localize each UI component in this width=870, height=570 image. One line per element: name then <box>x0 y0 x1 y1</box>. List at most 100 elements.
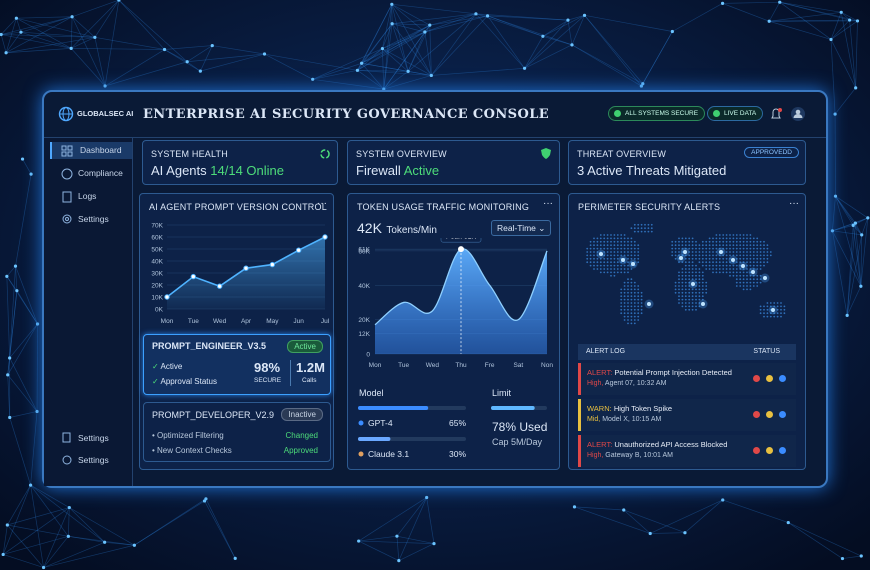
network-line <box>20 31 72 49</box>
map-dot <box>691 254 694 257</box>
map-dot <box>698 278 701 281</box>
map-dot <box>586 257 589 260</box>
map-dot <box>691 247 694 250</box>
map-dot <box>674 240 677 243</box>
network-line <box>104 61 188 87</box>
map-dot <box>718 244 721 247</box>
map-dot <box>623 288 626 291</box>
brand: GLOBALSEC AI <box>77 109 134 118</box>
map-dot <box>739 257 742 260</box>
network-node <box>582 13 587 17</box>
map-dot <box>732 244 735 247</box>
nav-item[interactable]: Logs <box>78 191 97 201</box>
map-dot <box>620 288 623 291</box>
network-line <box>7 507 70 526</box>
menu[interactable]: ··· <box>789 198 799 209</box>
alert-row[interactable]: ALERT: Potential Prompt Injection Detect… <box>578 363 796 395</box>
network-line <box>650 532 685 534</box>
network-node <box>66 534 70 538</box>
header-icons[interactable] <box>768 106 808 122</box>
network-line <box>574 506 651 534</box>
map-dot <box>746 254 748 257</box>
network-line <box>855 217 868 224</box>
network-line <box>834 87 856 115</box>
map-dot <box>756 281 759 284</box>
map-dot <box>684 308 687 311</box>
network-line <box>391 3 430 26</box>
map-dot <box>695 268 697 270</box>
nav-item[interactable]: Settings <box>78 214 109 224</box>
network-line <box>358 540 435 544</box>
network-line <box>357 31 426 71</box>
map-dot <box>735 261 738 264</box>
nav-item[interactable]: Compliance <box>78 168 123 178</box>
network-line <box>835 196 862 287</box>
map-dot <box>623 247 626 250</box>
network-node <box>117 0 121 2</box>
network-line <box>1 16 73 35</box>
network-node <box>423 30 427 34</box>
map-dot <box>691 308 694 311</box>
network-line <box>524 44 573 69</box>
map-dot <box>610 264 612 267</box>
map-dot <box>691 257 694 260</box>
network-line <box>391 4 426 33</box>
map-dot <box>616 234 619 236</box>
network-line <box>358 535 397 542</box>
map-dot <box>593 257 595 260</box>
map-dot <box>603 234 606 236</box>
map-dot <box>623 237 626 240</box>
network-line <box>788 522 862 557</box>
menu[interactable]: ··· <box>543 198 553 209</box>
menu[interactable]: ··· <box>317 198 327 209</box>
map-dot <box>678 274 680 277</box>
map-dot <box>684 268 687 270</box>
network-line <box>475 13 543 37</box>
map-dot <box>688 261 691 264</box>
network-node <box>0 32 3 37</box>
map-dot <box>712 257 714 260</box>
map-dot <box>627 308 629 311</box>
x-tick-label: Wed <box>213 318 227 325</box>
x-tick-label: Fre <box>485 362 495 369</box>
network-line <box>16 18 22 33</box>
network-line <box>832 225 854 232</box>
map-dot <box>715 268 718 270</box>
network-line <box>830 20 858 40</box>
map-dot <box>756 268 759 270</box>
map-dot <box>599 271 602 274</box>
stat-label: SECURE <box>254 377 282 384</box>
map-dot <box>620 237 623 240</box>
network-line <box>846 286 862 316</box>
map-dot <box>589 251 592 253</box>
nav-item[interactable]: Settings <box>78 433 109 443</box>
network-line <box>1 34 72 49</box>
network-line <box>524 36 544 69</box>
map-dot <box>701 257 704 260</box>
network-line <box>9 266 16 358</box>
nav-item[interactable]: Settings <box>78 455 109 465</box>
map-dot <box>739 251 742 253</box>
network-node <box>428 23 432 27</box>
map-dot <box>620 251 623 253</box>
rate-value: 42K <box>357 220 382 236</box>
map-dot <box>630 288 633 291</box>
network-node <box>833 112 837 116</box>
y-tick-label: 70K <box>151 223 163 230</box>
alert-row[interactable]: WARN: High Token Spike Mid, Model X, 10:1… <box>578 399 796 431</box>
map-dot <box>695 308 697 311</box>
map-dot <box>725 237 728 240</box>
map-dot <box>698 274 701 277</box>
map-dot <box>715 251 718 253</box>
map-dot <box>674 257 677 260</box>
alert-row[interactable]: ALERT: Unauthorized API Access Blocked Hi… <box>578 435 796 467</box>
map-dot <box>763 251 765 253</box>
map-dot <box>742 281 745 284</box>
mode-select[interactable]: Real-Time ⌄ <box>491 220 551 236</box>
map-dot <box>695 298 697 301</box>
network-line <box>571 44 642 87</box>
network-line <box>623 509 686 534</box>
map-dot <box>698 257 701 260</box>
network-line <box>9 357 38 412</box>
map-dot <box>586 261 589 264</box>
